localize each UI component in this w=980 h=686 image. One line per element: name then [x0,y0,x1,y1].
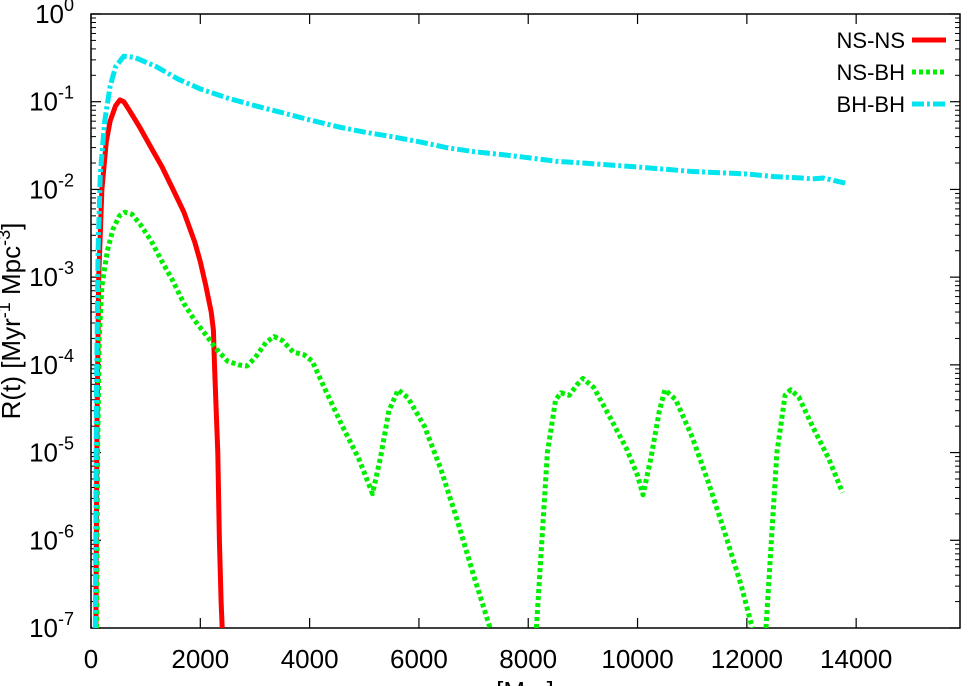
y-axis-label-sup2: -3 [0,230,14,246]
y-tick-label-base: 10 [29,350,58,380]
series-line-ns-bh [533,375,755,628]
y-axis-label-mid: Mpc [0,246,26,302]
x-axis-label: [Myr] [496,676,554,686]
y-tick-label: 10-4 [29,346,74,380]
y-tick-label-exponent: 0 [64,0,74,15]
y-tick-label-base: 10 [29,262,58,292]
legend: NS-NS NS-BH BH-BH [837,28,946,117]
y-tick-label: 100 [35,0,74,29]
series-layer [92,53,846,628]
series-line-bh-bh [92,53,846,628]
x-tick-label: 0 [84,644,98,674]
legend-label: NS-NS [837,28,905,53]
x-tick-label: 14000 [820,644,892,674]
y-axis-label-sup1: -1 [0,302,14,318]
y-tick-label-base: 10 [29,438,58,468]
y-tick-label: 10-3 [29,258,74,292]
y-tick-label-base: 10 [29,174,58,204]
x-tick-label: 10000 [601,644,673,674]
y-tick-label-exponent: -7 [58,609,74,629]
y-tick-label-base: 10 [29,613,58,643]
y-tick-label-exponent: -5 [58,434,74,454]
legend-label: BH-BH [837,92,905,117]
y-axis-label-end: ] [0,223,26,230]
y-tick-label-exponent: -4 [58,346,74,366]
x-tick-label: 2000 [171,644,229,674]
x-tick-labels: 0 2000 4000 6000 8000 10000 12000 14000 [84,644,893,674]
x-tick-label: 12000 [711,644,783,674]
y-tick-label: 10-6 [29,521,74,555]
y-tick-label: 10-2 [29,170,74,204]
y-tick-label-exponent: -1 [58,83,74,103]
y-tick-label-base: 10 [29,87,58,117]
plot-frame [90,13,961,629]
legend-label: NS-BH [837,60,905,85]
series-line-ns-bh [763,387,845,628]
tick-marks [90,13,960,629]
series-line-ns-bh [94,209,493,628]
x-tick-label: 8000 [499,644,557,674]
series-line-ns-ns [93,97,225,628]
y-tick-label-exponent: -6 [58,521,74,541]
y-tick-label-exponent: -2 [58,170,74,190]
x-tick-label: 6000 [390,644,448,674]
y-tick-label: 10-5 [29,434,74,468]
y-tick-label-exponent: -3 [58,258,74,278]
y-tick-label: 10-7 [29,609,74,643]
y-tick-label: 10-1 [29,83,74,117]
y-tick-label-base: 10 [35,0,64,29]
y-axis-label-base: R(t) [Myr [0,318,26,419]
y-axis-label: R(t) [Myr-1 Mpc-3] [0,223,26,420]
y-tick-label-base: 10 [29,525,58,555]
x-tick-label: 4000 [281,644,339,674]
